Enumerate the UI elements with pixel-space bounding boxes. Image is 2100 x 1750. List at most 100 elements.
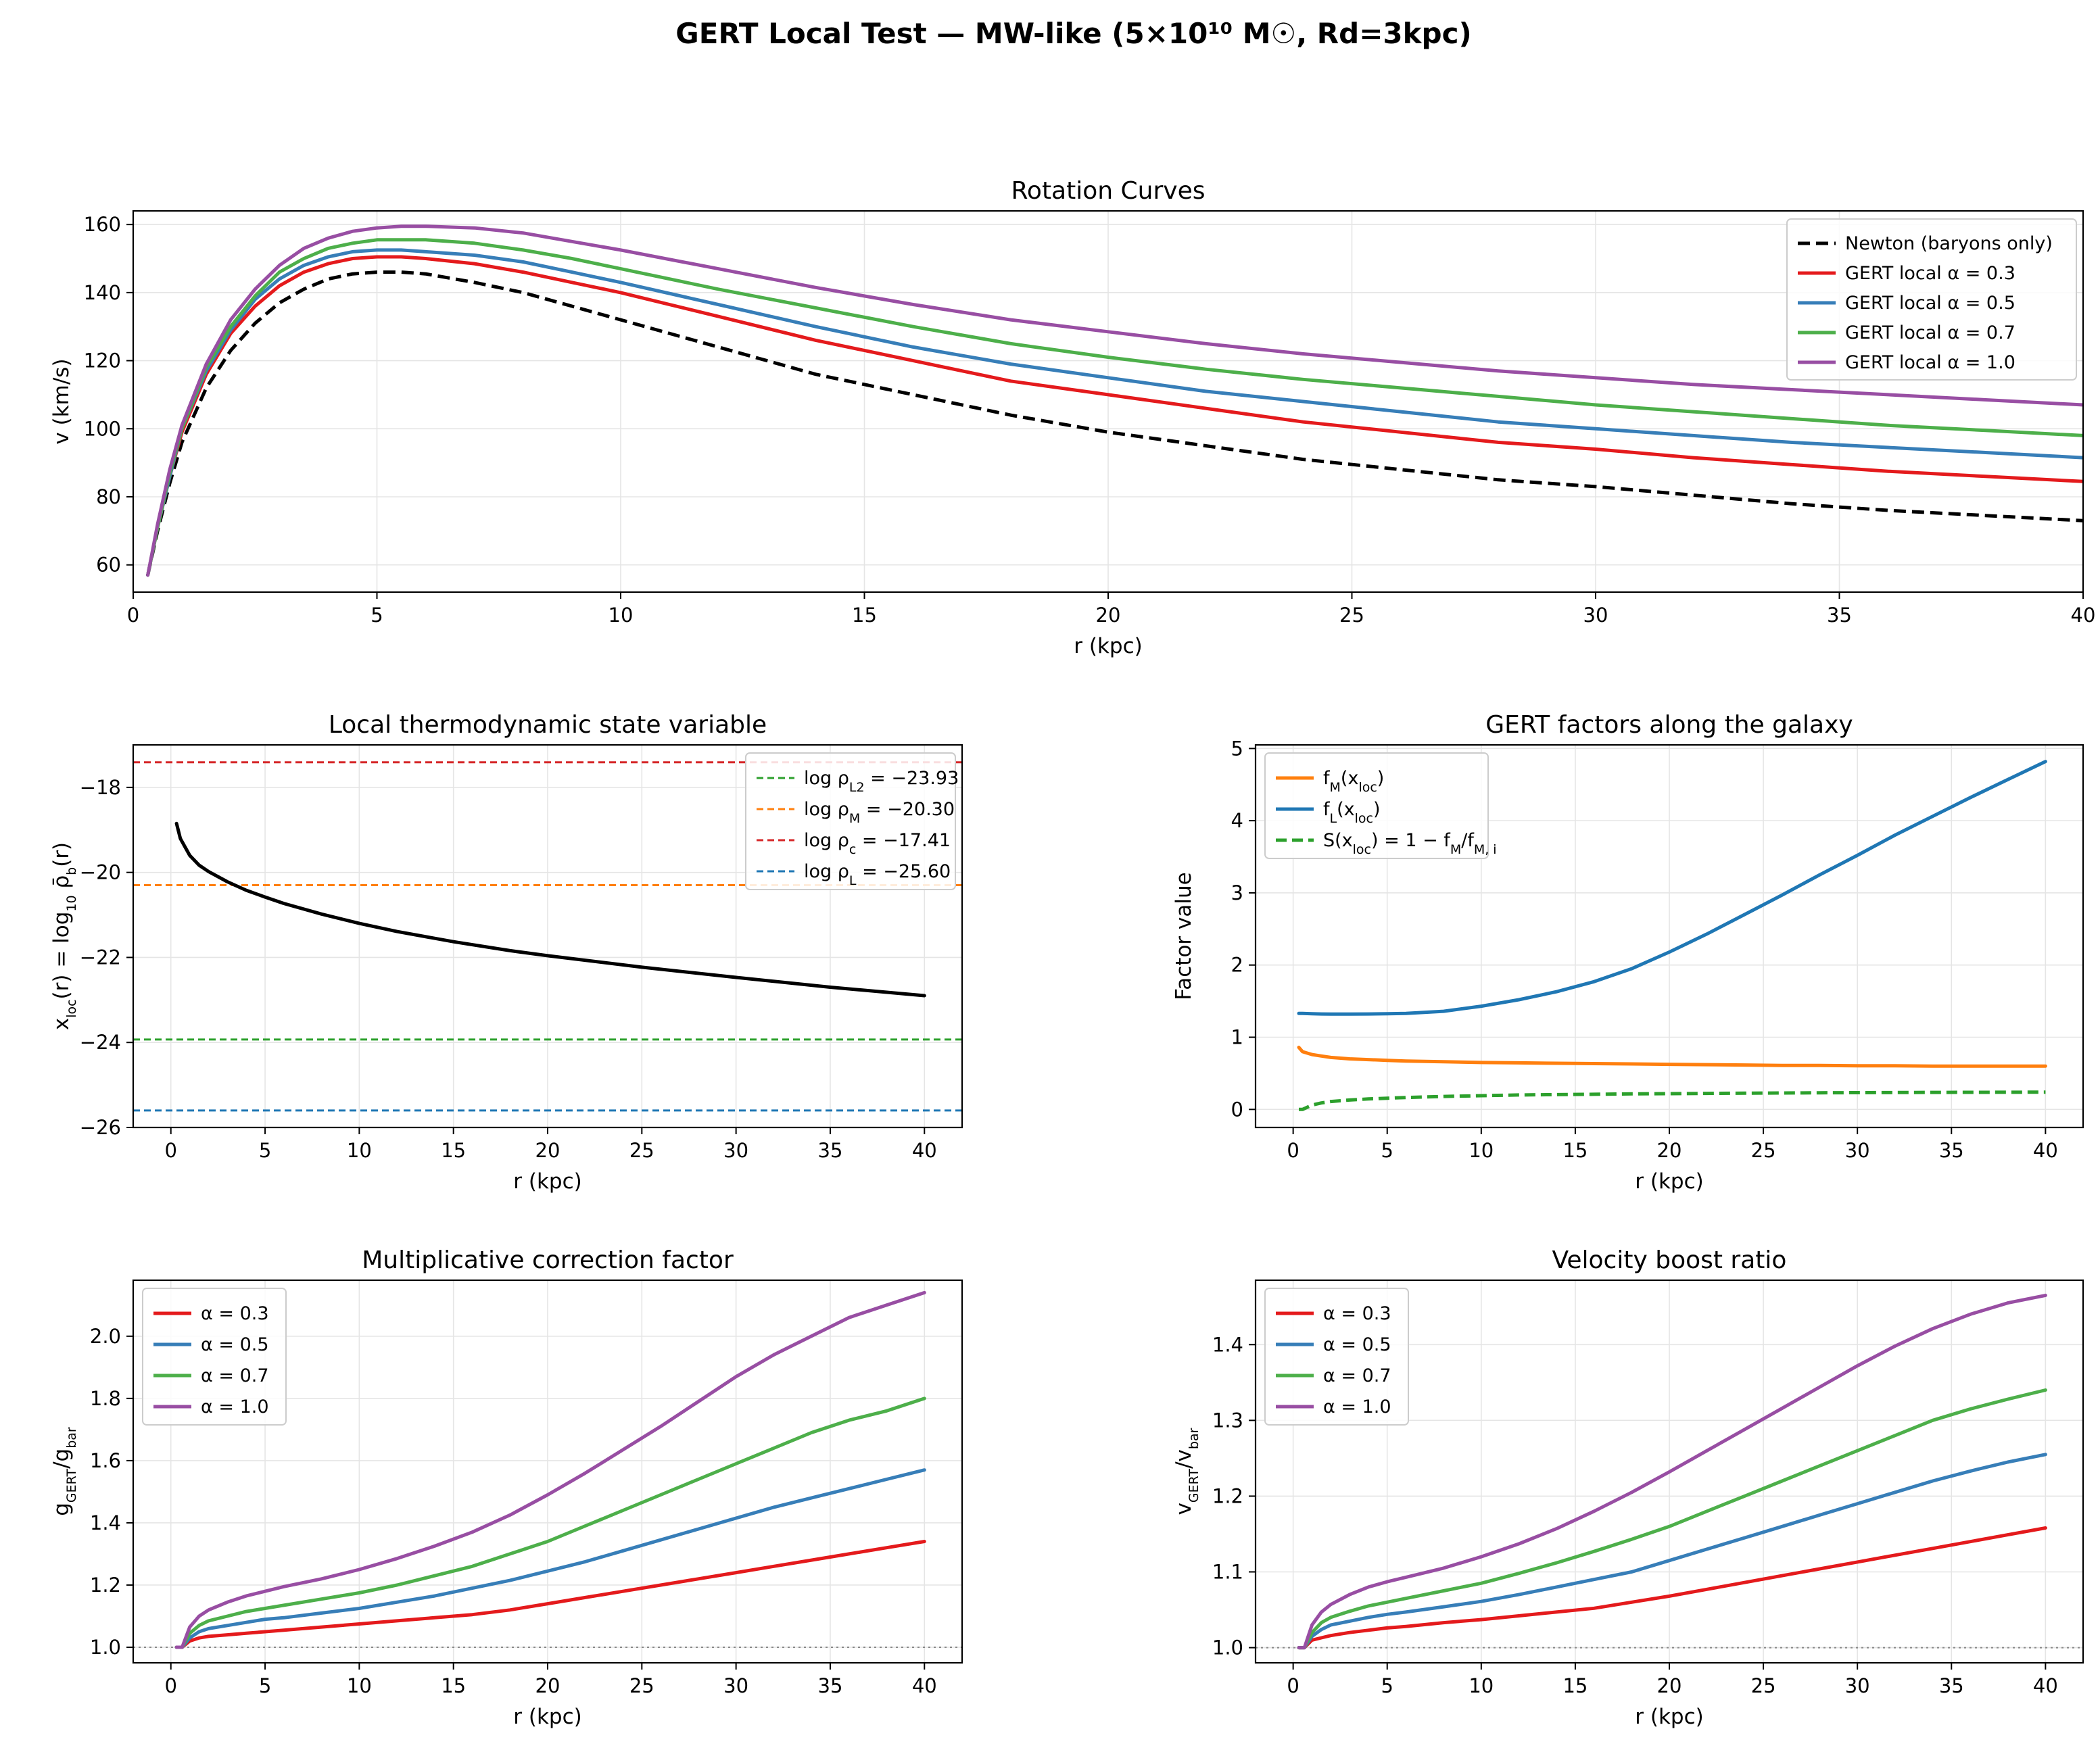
y-tick-label: 1.2 <box>90 1574 121 1597</box>
y-tick-label: 100 <box>84 417 121 440</box>
x-tick-label: 20 <box>1657 1674 1682 1697</box>
panel-rotation-curves: 0 5 10 15 20 25 30 35 40 60 80 100 120 140 160 Rotation… <box>49 177 2095 658</box>
legend-frame <box>1786 218 2077 381</box>
x-tick-label: 40 <box>912 1139 937 1162</box>
legend-label-a03: α = 0.3 <box>201 1303 269 1324</box>
legend-part: α = 0.3 <box>201 1303 269 1324</box>
x-tick-label: 30 <box>1845 1674 1870 1697</box>
legend-sub: L2 <box>849 780 865 795</box>
series-line-a05 <box>174 1468 926 1649</box>
panel-title: Multiplicative correction factor <box>362 1246 734 1274</box>
legend-part: α = 0.5 <box>201 1334 269 1355</box>
x-tick-label: 15 <box>441 1674 466 1697</box>
ylabel-sub: GERT <box>1187 1469 1201 1503</box>
legend-part: log ρ <box>804 799 849 820</box>
legend-part: ) <box>1373 799 1381 820</box>
legend-part: α = 0.3 <box>1323 1303 1391 1324</box>
legend-part: = −23.93 <box>865 768 959 789</box>
x-tick-label: 30 <box>1583 604 1608 627</box>
figure-title: GERT Local Test — MW-like (5×10¹⁰ M☉, Rd… <box>675 17 1471 50</box>
panel-correction-factor: 0 5 10 15 20 25 30 35 40 1.0 1.2 1.4 1.6 1.8 2.0 Multip… <box>49 1246 963 1729</box>
x-tick-label: 40 <box>2033 1139 2058 1162</box>
legend-label-fL: fL(xloc) <box>1323 799 1381 826</box>
y-tick-label: 3 <box>1231 881 1243 904</box>
y-tick-label: −24 <box>80 1031 121 1054</box>
x-tick-label: 10 <box>347 1674 372 1697</box>
series-line-xloc <box>174 821 926 998</box>
ylabel-part: (r) = log <box>49 912 74 1000</box>
x-axis-label: r (kpc) <box>1635 1705 1703 1729</box>
legend-label-a07: α = 0.7 <box>201 1365 269 1386</box>
y-tick-label: −22 <box>80 946 121 969</box>
legend-sub: M <box>1330 780 1341 795</box>
legend: Newton (baryons only) GERT local α = 0.3 G… <box>1786 218 2077 381</box>
legend-sub: loc <box>1353 842 1371 857</box>
legend-label-a07: α = 0.7 <box>1323 1365 1391 1386</box>
x-axis-label: r (kpc) <box>513 1169 581 1194</box>
y-tick-label: −20 <box>80 861 121 884</box>
x-tick-label: 25 <box>1339 604 1364 627</box>
legend-part: GERT local α = 0.3 <box>1845 263 2015 284</box>
ylabel-part: (r) <box>49 842 74 867</box>
series-line-newton <box>146 270 2083 576</box>
legend-label-a10: α = 1.0 <box>201 1396 269 1417</box>
series-group <box>1297 760 2047 1111</box>
x-tick-label: 35 <box>1827 604 1852 627</box>
ylabel-part: v <box>1172 1503 1196 1515</box>
series-line-a10 <box>1297 1293 2047 1650</box>
legend-sub: M <box>1450 842 1461 857</box>
x-tick-label: 5 <box>259 1139 271 1162</box>
grid-lines <box>133 211 2084 592</box>
y-tick-label: 1.6 <box>90 1449 121 1472</box>
x-tick-label: 15 <box>441 1139 466 1162</box>
x-tick-label: 25 <box>1751 1139 1776 1162</box>
legend-part: = −17.41 <box>856 830 951 851</box>
legend-label-rhoM: log ρM = −20.30 <box>804 799 955 826</box>
x-tick-label: 15 <box>1562 1139 1588 1162</box>
y-tick-label: 1.0 <box>1212 1636 1243 1659</box>
ylabel-part: x <box>49 1018 74 1030</box>
series-line-a07 <box>1297 1388 2047 1650</box>
y-tick-label: 2 <box>1231 954 1243 977</box>
series-line-S <box>1299 1090 2046 1111</box>
legend-part: GERT local α = 0.5 <box>1845 293 2015 314</box>
legend-part: (x <box>1337 799 1355 820</box>
x-tick-label: 0 <box>165 1139 177 1162</box>
ylabel-sub: GERT <box>64 1469 79 1503</box>
legend-sub: loc <box>1355 811 1373 826</box>
y-tick-label: 1.0 <box>90 1636 121 1659</box>
legend-frame <box>745 752 956 890</box>
legend-part: f <box>1323 799 1331 820</box>
x-tick-label: 0 <box>1287 1674 1299 1697</box>
legend-sub: M, i <box>1474 842 1497 857</box>
series-group <box>174 821 926 998</box>
legend-sub: M <box>849 811 860 826</box>
x-tick-label: 15 <box>1562 1674 1588 1697</box>
legend-frame <box>142 1288 287 1426</box>
panel-local-state-variable: 0 5 10 15 20 25 30 35 40 −26 −24 −22 −20 −18 Local the… <box>49 711 963 1194</box>
legend-sub: L <box>1330 811 1337 826</box>
x-tick-label: 10 <box>1469 1674 1494 1697</box>
panel-gert-factors: 0 5 10 15 20 25 30 35 40 0 1 2 3 4 5 GERT factors along… <box>1172 711 2084 1194</box>
x-tick-label: 30 <box>1845 1139 1870 1162</box>
legend-label-newton: Newton (baryons only) <box>1845 233 2053 254</box>
x-tick-label: 5 <box>371 604 383 627</box>
y-tick-label: 4 <box>1231 809 1243 832</box>
panel-title: Rotation Curves <box>1011 177 1206 205</box>
x-tick-label: 5 <box>259 1674 271 1697</box>
series-line-a05 <box>1297 1453 2047 1650</box>
series-group <box>174 1290 926 1649</box>
legend-part: ) <box>1377 768 1385 789</box>
legend-sub: loc <box>1358 780 1377 795</box>
x-tick-label: 10 <box>608 604 634 627</box>
legend-part: Newton (baryons only) <box>1845 233 2053 254</box>
series-line-a03 <box>146 255 2083 577</box>
legend-part: GERT local α = 1.0 <box>1845 352 2015 373</box>
ylabel-sub: 10 <box>64 895 79 911</box>
x-axis-label: r (kpc) <box>1635 1169 1703 1194</box>
x-tick-label: 10 <box>347 1139 372 1162</box>
series-line-a03 <box>1297 1526 2047 1650</box>
ylabel-part: g <box>49 1503 74 1516</box>
